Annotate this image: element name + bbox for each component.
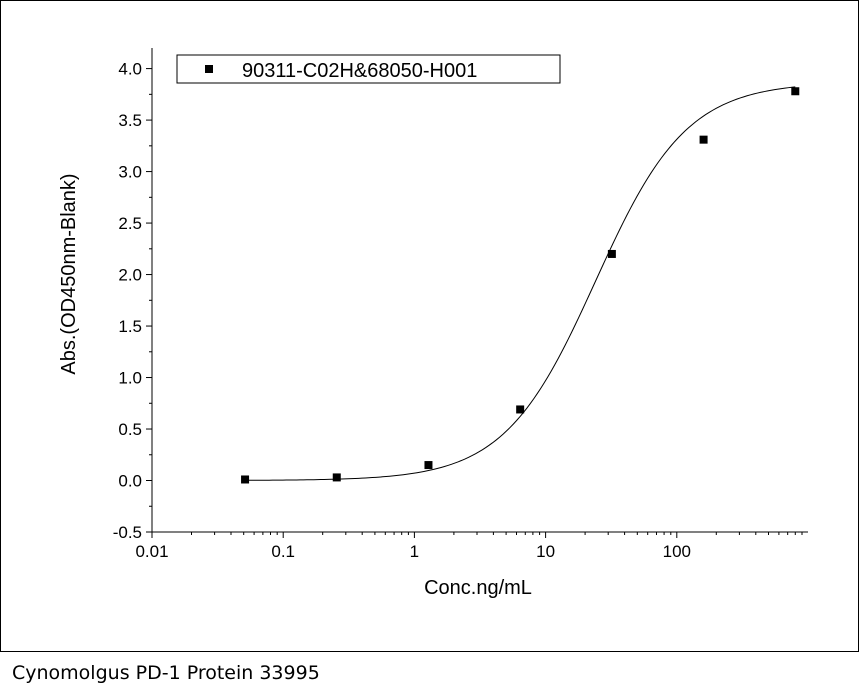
x-axis-title: Conc.ng/mL xyxy=(424,577,532,599)
data-point xyxy=(332,473,341,482)
y-axis-title: Abs.(OD450nm-Blank) xyxy=(58,173,80,374)
y-tick-label: 3.0 xyxy=(118,163,142,182)
figure-caption: Cynomolgus PD-1 Protein 33995 xyxy=(12,662,320,684)
legend: 90311-C02H&68050-H001 xyxy=(176,54,561,84)
data-point xyxy=(516,405,525,414)
x-tick-label: 0.1 xyxy=(271,542,295,561)
data-point xyxy=(699,135,708,144)
axes: -0.5 0.0 0.5 1.0 1.5 2.0 2.5 3.0 3.5 4.0 0.01 0.1 1 1… xyxy=(113,48,808,561)
y-tick-label: 2.0 xyxy=(118,266,142,285)
data-points-layer xyxy=(241,87,800,484)
chart: -0.5 0.0 0.5 1.0 1.5 2.0 2.5 3.0 3.5 4.0 0.01 0.1 1 1… xyxy=(58,48,808,599)
y-tick-label: 4.0 xyxy=(118,60,142,79)
x-tick-label: 100 xyxy=(663,542,691,561)
fit-curve-layer xyxy=(245,86,796,481)
y-tick-label: -0.5 xyxy=(113,523,142,542)
data-point xyxy=(241,475,250,484)
legend-label: 90311-C02H&68050-H001 xyxy=(242,60,477,82)
fit-curve xyxy=(245,86,796,481)
y-tick-label: 1.0 xyxy=(118,369,142,388)
y-tick-label: 0.5 xyxy=(118,420,142,439)
data-point xyxy=(607,249,616,258)
data-point xyxy=(791,87,800,96)
legend-box xyxy=(176,54,561,84)
y-tick-label: 3.5 xyxy=(118,111,142,130)
y-tick-label: 2.5 xyxy=(118,214,142,233)
y-tick-label: 0.0 xyxy=(118,472,142,491)
legend-marker xyxy=(205,65,213,73)
x-tick-label: 10 xyxy=(536,542,555,561)
data-point xyxy=(424,461,433,470)
x-tick-label: 0.01 xyxy=(135,542,168,561)
x-tick-label: 1 xyxy=(410,542,419,561)
y-tick-label: 1.5 xyxy=(118,317,142,336)
